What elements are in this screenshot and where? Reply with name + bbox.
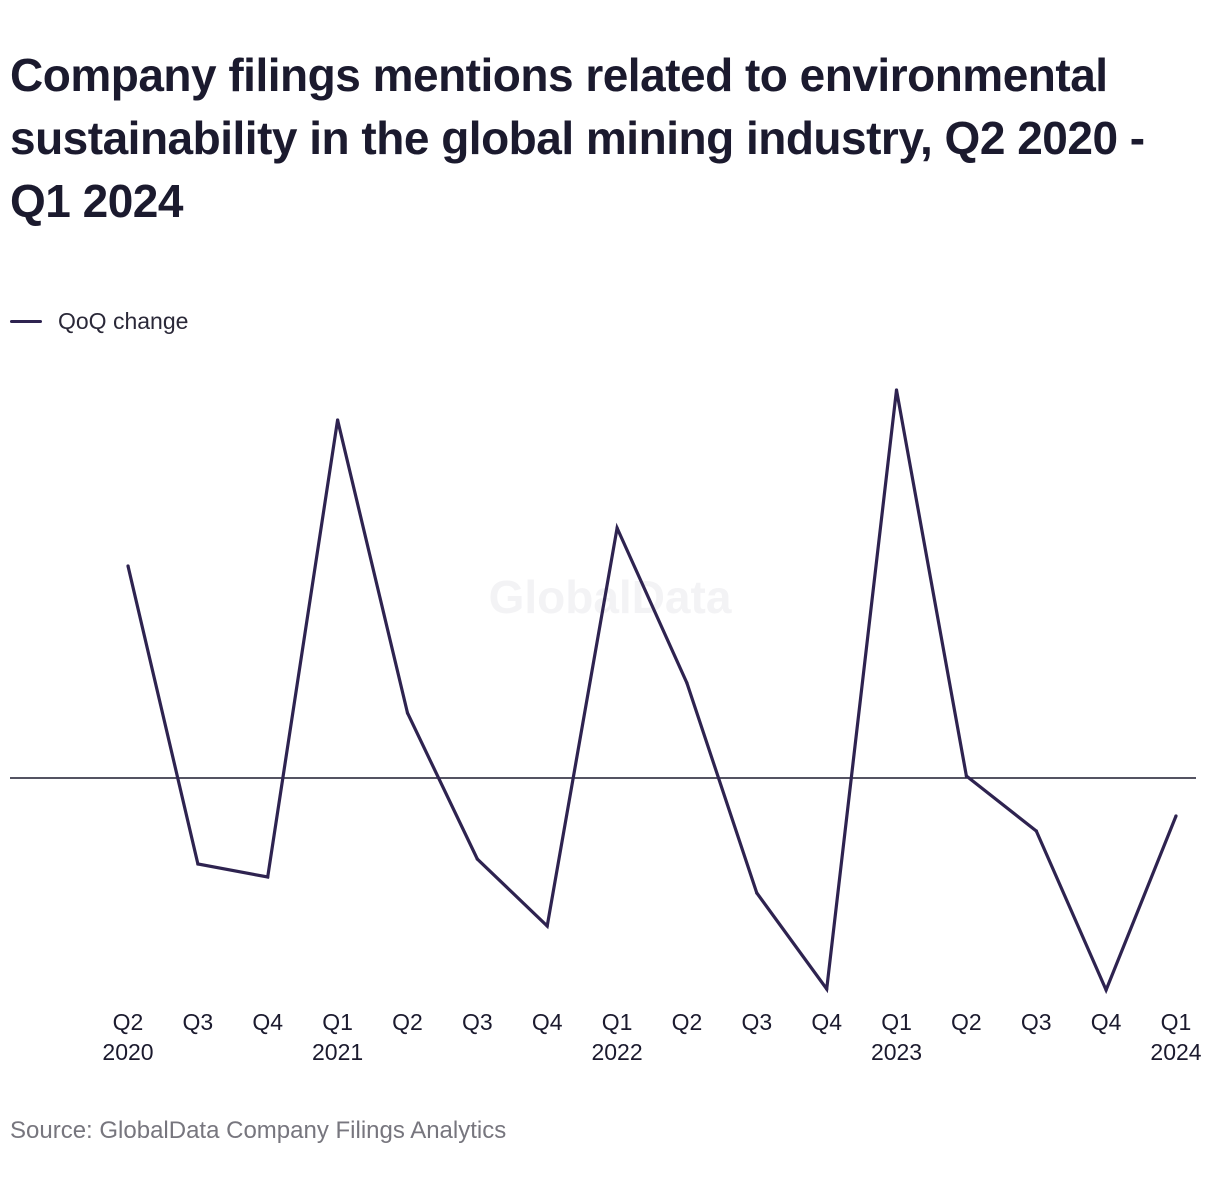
x-tick-label-year: 2020 xyxy=(102,1039,153,1065)
series-line-qoq-change xyxy=(126,389,1178,995)
line-chart: Q2 2020 Q3 Q4 Q1 2021 Q2 Q3 Q4 Q1 2022 Q2 Q3 Q4 Q1 2023… xyxy=(10,388,1202,1065)
x-tick-label-quarter: Q4 xyxy=(532,1009,563,1035)
x-tick-label-quarter: Q1 xyxy=(1161,1009,1192,1035)
data-point-14 xyxy=(1034,829,1038,833)
data-point-6 xyxy=(475,857,479,861)
legend-label: QoQ change xyxy=(58,307,189,334)
x-tick-label-quarter: Q3 xyxy=(462,1009,493,1035)
data-point-13 xyxy=(964,774,969,778)
x-tick-label-year: 2021 xyxy=(312,1039,363,1065)
data-point-7 xyxy=(545,924,549,928)
legend-line-swatch xyxy=(10,319,42,323)
data-point-9 xyxy=(685,681,689,685)
data-point-2 xyxy=(196,862,200,866)
data-point-5 xyxy=(405,711,410,715)
data-point-4 xyxy=(336,418,340,422)
data-point-8 xyxy=(615,526,619,530)
x-tick-label-quarter: Q3 xyxy=(741,1009,772,1035)
data-point-1 xyxy=(126,564,130,568)
source-note: Source: GlobalData Company Filings Analy… xyxy=(10,1117,507,1144)
x-tick-label-quarter: Q4 xyxy=(252,1009,283,1035)
x-tick-label-year: 2024 xyxy=(1150,1039,1201,1065)
data-point-16 xyxy=(1174,814,1178,818)
legend: QoQ change xyxy=(10,306,188,336)
x-tick-label-quarter: Q2 xyxy=(113,1009,144,1035)
chart-title: Company filings mentions related to envi… xyxy=(10,49,1145,227)
x-tick-label-quarter: Q4 xyxy=(811,1009,842,1035)
x-tick-label-quarter: Q1 xyxy=(602,1009,633,1035)
data-point-15 xyxy=(1104,988,1108,992)
x-tick-label-quarter: Q1 xyxy=(322,1009,353,1035)
x-tick-label-year: 2022 xyxy=(591,1039,642,1065)
data-point-3 xyxy=(266,875,270,879)
x-tick-label-quarter: Q3 xyxy=(183,1009,214,1035)
data-point-12 xyxy=(894,388,899,392)
x-tick-label-quarter: Q2 xyxy=(392,1009,423,1035)
data-point-11 xyxy=(825,987,829,991)
x-tick-label-quarter: Q4 xyxy=(1091,1009,1122,1035)
x-tick-label-quarter: Q3 xyxy=(1021,1009,1052,1035)
data-point-10 xyxy=(755,891,759,895)
x-tick-label-quarter: Q2 xyxy=(951,1009,982,1035)
x-tick-label-quarter: Q2 xyxy=(672,1009,703,1035)
x-tick-label-year: 2023 xyxy=(871,1039,922,1065)
x-tick-label-quarter: Q1 xyxy=(881,1009,912,1035)
